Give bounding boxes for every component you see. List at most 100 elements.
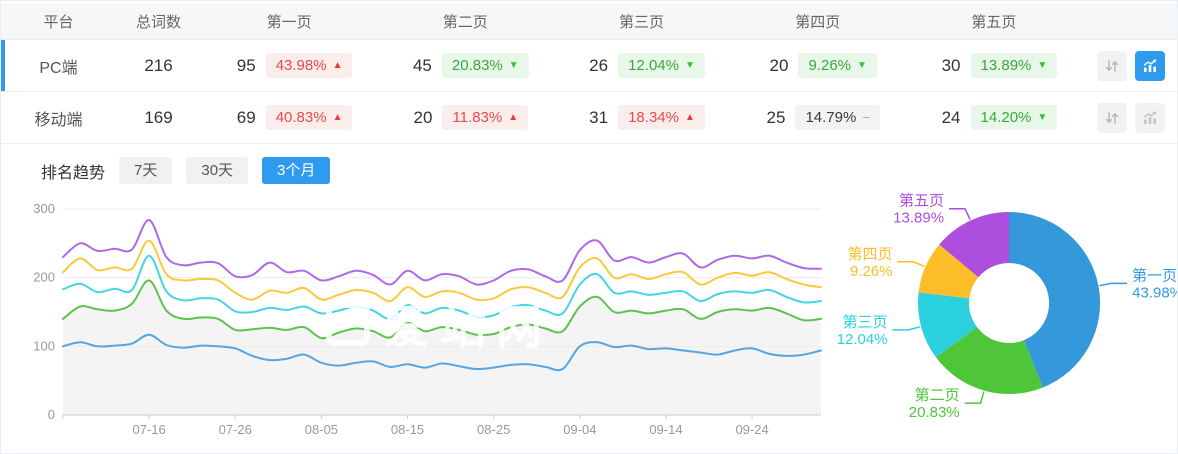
trend-line-page2[interactable] bbox=[62, 279, 822, 340]
donut-slice-5[interactable] bbox=[939, 212, 1009, 278]
total-words-value: 169 bbox=[144, 107, 173, 127]
change-pct: 43.98% bbox=[275, 57, 327, 74]
row-actions bbox=[1082, 102, 1177, 133]
bar-chart-trend-icon bbox=[1143, 110, 1157, 124]
page5-cell: 24 14.20% ▼ bbox=[906, 105, 1082, 130]
table-row-pc[interactable]: PC端 216 95 43.98% ▲ 45 20.83% ▼ 26 12.04% ▼… bbox=[1, 40, 1177, 92]
page2-cell: 45 20.83% ▼ bbox=[377, 53, 553, 78]
header-platform: 平台 bbox=[43, 14, 74, 31]
change-pct: 20.83% bbox=[451, 57, 503, 74]
change-pct: 9.26% bbox=[808, 57, 852, 74]
trend-arrow-icon: ▼ bbox=[1037, 111, 1048, 123]
page1-cell: 95 43.98% ▲ bbox=[201, 53, 377, 78]
trend-arrow-icon: ▼ bbox=[684, 59, 695, 71]
donut-label-name: 第一页 bbox=[1132, 266, 1177, 284]
tab-3-months[interactable]: 3个月 bbox=[262, 157, 331, 184]
x-axis-label: 09-04 bbox=[563, 422, 596, 437]
rank-trend-line-chart: 07-16 07-26 08-05 08-15 08-25 09-04 09-14 09-24… bbox=[33, 201, 822, 437]
table-row-mobile[interactable]: 移动端 169 69 40.83% ▲ 20 11.83% ▲ 31 18.34% ▲… bbox=[1, 92, 1177, 144]
change-badge: 13.89% ▼ bbox=[970, 53, 1058, 78]
page4-cell: 20 9.26% ▼ bbox=[730, 53, 906, 78]
donut-label-name: 第四页 bbox=[847, 245, 892, 263]
trend-toolbar: 排名趋势 7天 30天 3个月 bbox=[1, 144, 1177, 184]
donut-label-pct: 13.89% bbox=[893, 210, 944, 227]
bar-chart-trend-icon bbox=[1143, 58, 1157, 72]
change-pct: 18.34% bbox=[628, 109, 679, 126]
x-axis-label: 08-05 bbox=[305, 422, 338, 437]
up-down-arrows-icon bbox=[1105, 111, 1119, 124]
trend-line-page4[interactable] bbox=[62, 239, 822, 303]
page-count: 30 bbox=[941, 55, 961, 75]
donut-label-name: 第二页 bbox=[915, 386, 960, 404]
change-pct: 14.79% bbox=[805, 109, 857, 126]
tab-7-days[interactable]: 7天 bbox=[119, 157, 173, 184]
donut-label-pct: 43.98% bbox=[1132, 284, 1178, 301]
y-axis-label: 100 bbox=[33, 338, 55, 353]
donut-label-pct: 9.26% bbox=[850, 263, 893, 280]
header-page-1: 第一页 bbox=[266, 14, 312, 31]
change-pct: 13.89% bbox=[980, 57, 1032, 74]
header-page-3: 第三页 bbox=[618, 14, 664, 31]
page-count: 20 bbox=[769, 55, 789, 75]
change-badge: 18.34% ▲ bbox=[618, 105, 705, 130]
change-pct: 40.83% bbox=[275, 109, 327, 126]
show-chart-button[interactable] bbox=[1134, 102, 1165, 133]
donut-label-name: 第五页 bbox=[899, 192, 944, 210]
page3-cell: 31 18.34% ▲ bbox=[553, 105, 729, 130]
y-axis-label: 300 bbox=[33, 201, 55, 216]
show-chart-button[interactable] bbox=[1134, 50, 1165, 81]
change-badge: 20.83% ▼ bbox=[441, 53, 529, 78]
donut-slice-4[interactable] bbox=[918, 244, 979, 299]
trend-arrow-icon: ▲ bbox=[684, 111, 695, 123]
donut-label-line bbox=[949, 207, 971, 220]
donut-label-line bbox=[1099, 282, 1128, 287]
donut-label-line bbox=[892, 326, 921, 331]
x-axis-label: 09-24 bbox=[735, 422, 768, 437]
donut-label-line bbox=[897, 261, 925, 268]
change-badge: 43.98% ▲ bbox=[265, 53, 353, 78]
trend-line-page5[interactable] bbox=[62, 219, 822, 286]
trend-line-page1[interactable] bbox=[62, 333, 822, 372]
header-page-4: 第四页 bbox=[795, 14, 841, 31]
y-axis-label: 200 bbox=[33, 270, 55, 285]
trend-arrow-icon: ▲ bbox=[332, 111, 343, 123]
donut-slice-1[interactable] bbox=[1009, 211, 1101, 388]
page-count: 69 bbox=[236, 107, 256, 127]
trend-arrow-icon: ▼ bbox=[508, 59, 519, 71]
total-words-value: 216 bbox=[144, 55, 173, 75]
trend-arrow-icon: ▼ bbox=[857, 59, 867, 71]
page1-cell: 69 40.83% ▲ bbox=[201, 105, 377, 130]
row-actions bbox=[1082, 50, 1177, 81]
rank-summary-table: 平台 总词数 第一页 第二页 第三页 第四页 第五页 PC端 216 95 43… bbox=[1, 4, 1177, 144]
donut-slice-2[interactable] bbox=[936, 326, 1043, 395]
table-header-row: 平台 总词数 第一页 第二页 第三页 第四页 第五页 bbox=[1, 4, 1177, 40]
page5-cell: 30 13.89% ▼ bbox=[906, 53, 1082, 78]
page4-cell: 25 14.79% − bbox=[730, 105, 906, 130]
page3-cell: 26 12.04% ▼ bbox=[553, 53, 729, 78]
x-axis-label: 07-26 bbox=[219, 422, 252, 437]
change-pct: 14.20% bbox=[980, 109, 1032, 126]
trend-arrow-icon: − bbox=[862, 110, 870, 125]
change-badge: 40.83% ▲ bbox=[265, 105, 353, 130]
header-page-5: 第五页 bbox=[971, 14, 1017, 31]
page-count: 20 bbox=[413, 107, 433, 127]
page-count: 26 bbox=[589, 55, 609, 75]
x-axis-label: 08-25 bbox=[477, 422, 510, 437]
change-badge: 11.83% ▲ bbox=[442, 105, 529, 130]
change-badge: 14.79% − bbox=[795, 105, 880, 130]
change-pct: 12.04% bbox=[628, 57, 679, 74]
up-down-arrows-icon bbox=[1105, 59, 1119, 72]
donut-label-name: 第三页 bbox=[843, 313, 888, 331]
sort-arrows-button[interactable] bbox=[1096, 102, 1127, 133]
sort-arrows-button[interactable] bbox=[1096, 50, 1127, 81]
tab-30-days[interactable]: 30天 bbox=[186, 157, 249, 184]
page-count: 95 bbox=[236, 55, 256, 75]
change-badge: 14.20% ▼ bbox=[970, 105, 1058, 130]
x-axis-label: 07-16 bbox=[133, 422, 166, 437]
trend-line-page3[interactable] bbox=[62, 254, 822, 320]
page-count: 24 bbox=[941, 107, 961, 127]
donut-slice-3[interactable] bbox=[917, 292, 977, 358]
platform-name: 移动端 bbox=[34, 111, 83, 129]
